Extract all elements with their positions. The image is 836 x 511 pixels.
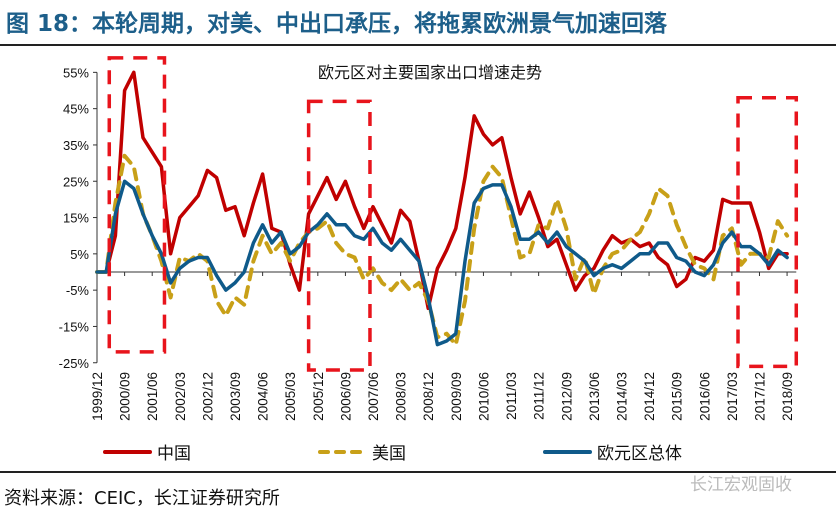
highlight-box-1: [306, 99, 372, 372]
x-tick-label: 2002/12: [200, 372, 215, 421]
x-tick-label: 1999/12: [90, 372, 105, 421]
x-tick-label: 2015/09: [670, 372, 685, 421]
x-tick-label: 2014/12: [642, 372, 657, 421]
x-tick-label: 2001/06: [145, 372, 160, 421]
x-tick-label: 2007/06: [366, 372, 381, 421]
y-tick-label: -25%: [59, 356, 90, 371]
y-tick-label: 5%: [70, 247, 89, 262]
x-tick-label: 2013/06: [587, 372, 602, 421]
x-tick-label: 2002/03: [173, 372, 188, 421]
x-tick-label: 2011/03: [504, 372, 519, 420]
x-tick-label: 2006/09: [338, 372, 353, 421]
x-tick-label: 2017/03: [725, 372, 740, 421]
x-tick-label: 2016/06: [697, 372, 712, 421]
series-line-1: [95, 153, 790, 347]
figure-title: 图 18：本轮周期，对美、中出口承压，将拖累欧洲景气加速回落: [6, 11, 668, 37]
highlight-box-2: [736, 96, 799, 369]
x-tick-label: 2008/12: [421, 372, 436, 421]
x-tick-label: 2000/09: [118, 372, 133, 421]
series-line-2: [95, 179, 789, 347]
x-tick-label: 2003/09: [228, 372, 243, 421]
legend-label-1: 美国: [372, 444, 406, 464]
y-tick-label: 35%: [63, 138, 89, 153]
y-tick-label: 55%: [63, 65, 89, 80]
x-tick-label: 2008/03: [394, 372, 409, 421]
x-tick-label: 2014/03: [614, 372, 629, 421]
y-tick-label: 45%: [63, 102, 89, 117]
y-tick-label: 15%: [63, 211, 89, 226]
x-tick-label: 2017/12: [752, 372, 767, 421]
x-tick-label: 2005/03: [283, 372, 298, 421]
chart: 欧元区对主要国家出口增速走势 55% 45% 35% 25% 15% 5% -5% -15% -2…: [59, 56, 799, 464]
watermark: 长江宏观固收: [690, 475, 792, 495]
top-divider: [0, 44, 836, 46]
legend-label-0: 中国: [157, 444, 191, 464]
x-tick-label: 2011/12: [532, 372, 547, 420]
x-tick-label: 2012/09: [559, 372, 574, 421]
x-tick-label: 2009/09: [449, 372, 464, 421]
bottom-divider: [0, 471, 836, 473]
highlight-box-0: [107, 56, 167, 354]
chart-title: 欧元区对主要国家出口增速走势: [318, 63, 542, 82]
x-tick-label: 2010/06: [476, 372, 491, 421]
legend-label-2: 欧元区总体: [597, 444, 682, 464]
series-line-0: [95, 70, 789, 311]
y-tick-label: 25%: [63, 174, 89, 189]
x-tick-label: 2005/12: [311, 372, 326, 421]
x-tick-label: 2004/06: [256, 372, 271, 421]
source-note: 资料来源：CEIC，长江证券研究所: [4, 488, 280, 509]
x-tick-label: 2018/09: [780, 372, 795, 421]
y-tick-label: -5%: [66, 283, 90, 298]
y-tick-label: -15%: [59, 319, 90, 334]
